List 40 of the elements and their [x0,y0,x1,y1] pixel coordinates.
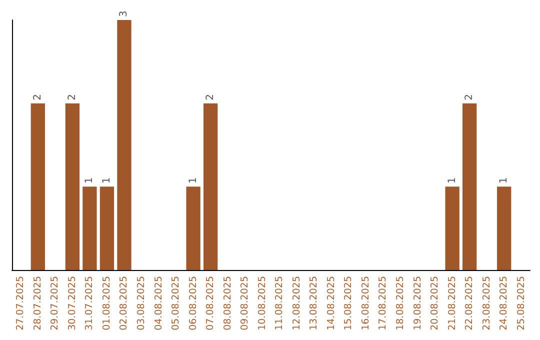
data-label: 2 [66,94,78,100]
x-tick-label: 18.08.2025 [395,276,406,330]
x-tick-label: 12.08.2025 [291,276,302,330]
x-tick-label: 22.08.2025 [464,276,476,330]
x-tick-label: 17.08.2025 [378,276,389,330]
x-tick-label: 04.08.2025 [153,276,164,330]
data-label: 2 [205,94,216,100]
x-tick-label: 28.07.2025 [32,276,44,330]
x-tick-label: 30.07.2025 [66,276,78,330]
x-tick-label: 01.08.2025 [101,276,112,330]
x-tick-label: 25.08.2025 [516,276,527,330]
x-tick-label: 07.08.2025 [205,276,216,330]
x-tick-label: 21.08.2025 [446,276,458,330]
x-tick-label: 14.08.2025 [326,276,337,330]
x-tick-label: 20.08.2025 [430,276,441,330]
x-tick-label: 15.08.2025 [343,276,354,330]
x-tick-label: 27.07.2025 [15,276,26,330]
x-tick-label: 09.08.2025 [240,276,251,330]
data-label: 2 [464,94,476,100]
data-label: 1 [446,177,458,184]
data-label: 1 [84,177,96,184]
x-tick-label: 16.08.2025 [360,276,372,330]
x-tick-label: 13.08.2025 [308,276,320,330]
data-label: 1 [498,177,510,184]
x-tick-label: 10.08.2025 [256,276,268,330]
x-tick-label: 23.08.2025 [481,276,492,330]
x-tick-label: 06.08.2025 [188,276,199,330]
x-tick-label: 02.08.2025 [118,276,130,330]
x-tick-label: 31.07.2025 [84,276,96,330]
x-tick-label: 08.08.2025 [222,276,234,330]
data-label: 1 [101,177,112,184]
x-tick-label: 29.07.2025 [50,276,61,330]
data-label: 2 [32,94,44,100]
x-tick-label: 19.08.2025 [412,276,424,330]
data-label: 3 [118,10,130,17]
x-tick-label: 11.08.2025 [274,276,286,330]
x-tick-label: 05.08.2025 [170,276,182,330]
x-tick-label: 24.08.2025 [498,276,510,330]
x-tick-label: 03.08.2025 [136,276,147,330]
data-label: 1 [188,177,199,184]
